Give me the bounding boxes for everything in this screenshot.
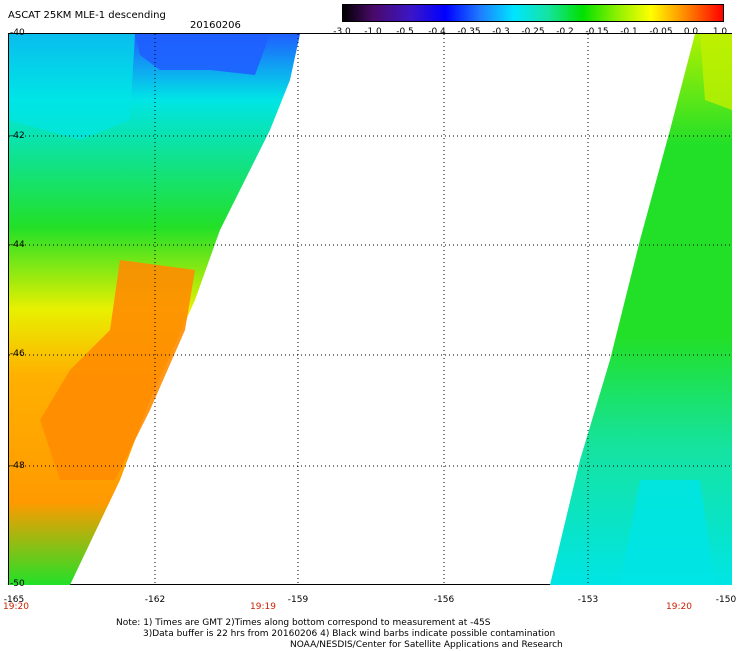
lon-label: -162	[144, 595, 166, 605]
lon-label: -165	[3, 595, 25, 605]
colorbar-label: -0.35	[457, 27, 481, 37]
colorbar-label: -0.05	[649, 27, 673, 37]
colorbar-label: -0.15	[585, 27, 609, 37]
right-swath-cyan-region	[620, 480, 715, 585]
left-swath-orange-region	[40, 260, 195, 480]
colorbar-label: -0.3	[492, 27, 510, 37]
colorbar-label: -0.5	[396, 27, 414, 37]
time-center: 19:19	[250, 602, 276, 612]
colorbar-label: 0.0	[683, 27, 699, 37]
lat-label: -50	[10, 579, 25, 589]
note-line-1: Note: 1) Times are GMT 2)Times along bot…	[116, 618, 491, 628]
left-swath-cyan-region	[9, 34, 135, 140]
colorbar-label: -0.25	[521, 27, 545, 37]
colorbar-label: 1.0	[712, 27, 728, 37]
lat-label: -40	[10, 28, 25, 38]
lat-label: -44	[10, 240, 25, 250]
lon-label: -159	[287, 595, 309, 605]
colorbar-label: -1.0	[364, 27, 382, 37]
lon-label: -150	[715, 595, 737, 605]
lon-label: -156	[433, 595, 455, 605]
left-swath-blue-region	[135, 34, 270, 75]
lat-label: -46	[10, 349, 25, 359]
map-date: 20160206	[190, 20, 241, 31]
colorbar-label: -3.0	[333, 27, 351, 37]
colorbar-label: -0.1	[620, 27, 638, 37]
lat-label: -42	[10, 131, 25, 141]
time-left: 19:20	[3, 602, 29, 612]
note-line-2: 3)Data buffer is 22 hrs from 20160206 4)…	[143, 629, 556, 639]
lat-label: -48	[10, 461, 25, 471]
right-swath	[550, 34, 732, 585]
time-right: 19:20	[666, 602, 692, 612]
colorbar	[342, 4, 724, 22]
graticule	[9, 34, 732, 585]
note-line-3: NOAA/NESDIS/Center for Satellite Applica…	[290, 640, 563, 650]
colorbar-label: -0.2	[556, 27, 574, 37]
lon-label: -153	[577, 595, 599, 605]
colorbar-label: -0.4	[428, 27, 446, 37]
right-swath-yellow-strip	[700, 34, 732, 110]
map-title: ASCAT 25KM MLE-1 descending	[8, 10, 166, 21]
